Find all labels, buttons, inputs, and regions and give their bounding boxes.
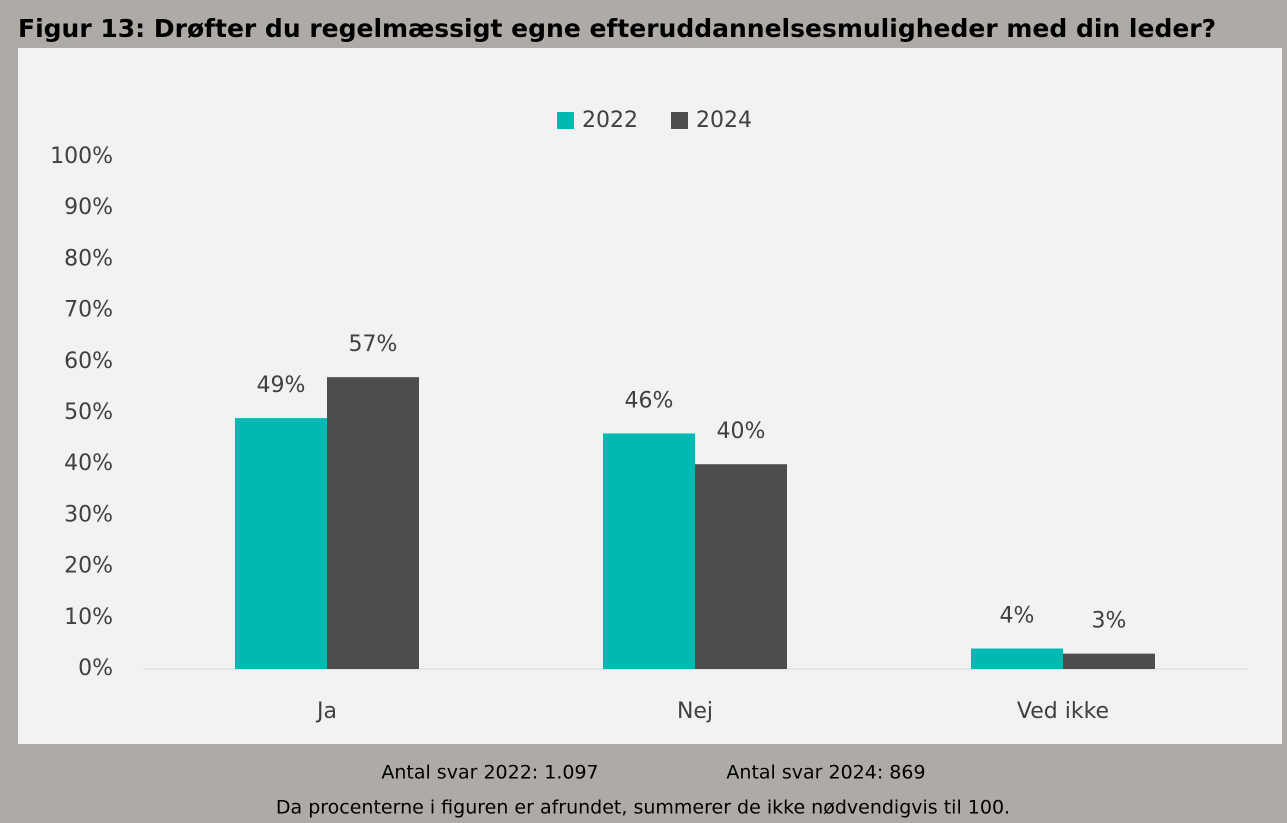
value-label: 46%: [625, 388, 674, 413]
bar: [327, 377, 419, 669]
note: Da procenterne i figuren er afrundet, su…: [276, 797, 1010, 819]
bar: [971, 648, 1063, 669]
legend-label: 2022: [582, 108, 638, 133]
bar: [603, 433, 695, 669]
y-tick-label: 60%: [64, 349, 113, 374]
x-tick-label: Nej: [677, 699, 713, 724]
value-label: 3%: [1092, 609, 1127, 634]
legend-label: 2024: [696, 108, 752, 133]
note: Antal svar 2022: 1.097: [381, 762, 598, 784]
value-label: 40%: [717, 419, 766, 444]
y-tick-label: 30%: [64, 502, 113, 527]
value-label: 57%: [349, 332, 398, 357]
y-tick-label: 10%: [64, 605, 113, 630]
y-tick-label: 90%: [64, 195, 113, 220]
value-label: 4%: [1000, 604, 1035, 629]
y-tick-label: 100%: [50, 144, 113, 169]
y-tick-label: 80%: [64, 246, 113, 271]
chart-title: Figur 13: Drøfter du regelmæssigt egne e…: [18, 14, 1216, 43]
y-tick-label: 70%: [64, 298, 113, 323]
x-tick-label: Ved ikke: [1017, 699, 1109, 724]
y-tick-label: 0%: [78, 656, 113, 681]
x-tick-label: Ja: [315, 699, 337, 724]
bar: [1063, 653, 1155, 669]
bar: [235, 418, 327, 669]
note: Antal svar 2024: 869: [726, 762, 925, 784]
legend-swatch: [671, 112, 688, 129]
y-tick-label: 40%: [64, 451, 113, 476]
legend-swatch: [557, 112, 574, 129]
bar: [695, 464, 787, 669]
value-label: 49%: [257, 373, 306, 398]
y-tick-label: 20%: [64, 554, 113, 579]
y-tick-label: 50%: [64, 400, 113, 425]
